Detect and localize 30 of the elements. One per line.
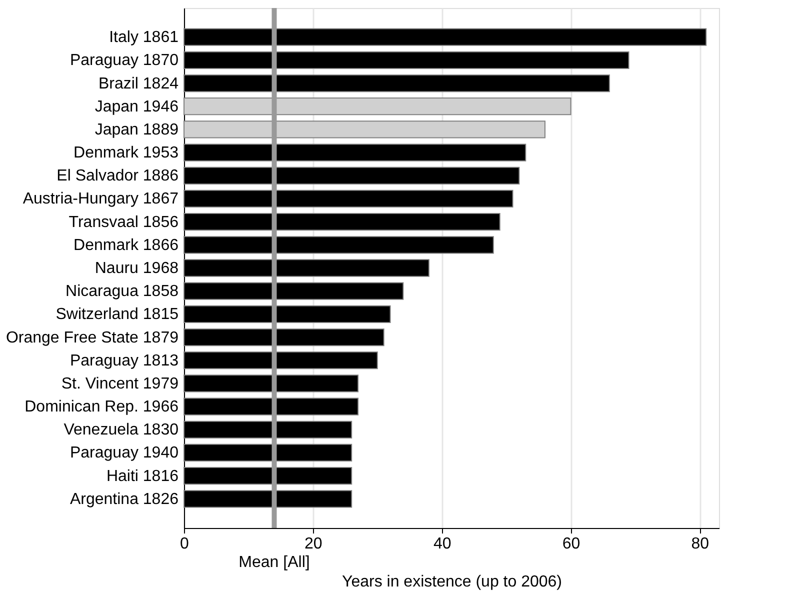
- y-tick-label: Nauru 1968: [94, 260, 179, 277]
- x-tick-label: 0: [180, 536, 190, 552]
- y-tick-label: Haiti 1816: [106, 468, 179, 485]
- y-tick-label: Austria-Hungary 1867: [22, 190, 179, 208]
- y-tick-label: El Salvador 1886: [56, 168, 179, 185]
- bar: [184, 120, 546, 138]
- y-tick-label: Orange Free State 1879: [6, 329, 179, 346]
- ref-line-label: Mean [All]: [238, 554, 310, 571]
- y-tick-label: St. Vincent 1979: [61, 375, 179, 392]
- y-tick-label: Switzerland 1815: [56, 306, 179, 324]
- y-tick-label: Dominican Rep. 1966: [24, 398, 179, 416]
- y-tick-label: Japan 1889: [94, 121, 179, 138]
- y-tick-label: Paraguay 1940: [70, 444, 179, 462]
- y-tick-label: Argentina 1826: [70, 490, 179, 508]
- y-tick-label: Italy 1861: [109, 29, 179, 46]
- y-tick-label: Nicaragua 1858: [66, 283, 179, 300]
- y-tick-label: Paraguay 1870: [70, 52, 179, 70]
- y-tick-label: Paraguay 1813: [70, 352, 179, 370]
- y-tick-label: Venezuela 1830: [64, 422, 179, 439]
- x-axis-title: Years in existence (up to 2006): [342, 574, 562, 590]
- x-tick-label: 40: [433, 536, 452, 552]
- y-tick-label: Denmark 1953: [74, 144, 179, 162]
- x-tick-label: 60: [562, 536, 580, 552]
- x-tick-label: 80: [691, 536, 710, 552]
- bar: [184, 98, 572, 116]
- x-tick-label: 20: [304, 536, 322, 552]
- y-tick-label: Japan 1946: [94, 98, 179, 116]
- y-tick-label: Transvaal 1856: [68, 214, 179, 231]
- y-tick-label: Brazil 1824: [98, 75, 179, 92]
- y-tick-label: Denmark 1866: [74, 236, 179, 254]
